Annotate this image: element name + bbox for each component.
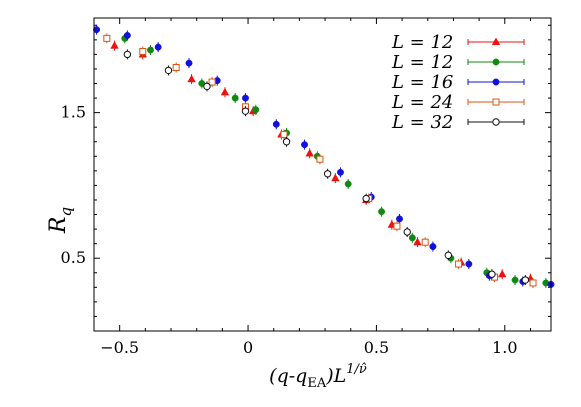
data-point xyxy=(187,74,196,83)
plot-frame xyxy=(93,17,552,332)
legend-marker xyxy=(492,118,500,126)
data-point xyxy=(203,82,211,91)
data-point xyxy=(172,63,180,71)
x-tick-label: −0.5 xyxy=(100,338,139,357)
data-point xyxy=(403,228,411,236)
y-tick-label: 1.5 xyxy=(61,103,86,122)
data-point xyxy=(396,215,403,223)
data-point xyxy=(455,260,463,268)
data-point xyxy=(280,130,288,138)
legend-label: L = 32 xyxy=(391,112,453,133)
data-point xyxy=(252,106,260,114)
x-tick-label: 0.5 xyxy=(364,338,389,357)
data-point xyxy=(331,173,340,182)
data-point xyxy=(242,94,249,102)
data-point xyxy=(344,180,352,188)
data-point xyxy=(421,238,429,246)
data-point xyxy=(139,47,147,55)
data-point xyxy=(316,155,324,163)
legend-marker xyxy=(492,98,500,106)
data-point xyxy=(465,260,473,268)
data-point xyxy=(305,148,314,157)
data-point xyxy=(337,168,344,176)
data-points xyxy=(93,24,555,290)
data-point xyxy=(241,107,250,115)
data-point xyxy=(413,237,422,246)
legend-marker xyxy=(491,37,501,46)
data-point xyxy=(220,87,230,96)
data-point xyxy=(378,208,386,216)
data-point xyxy=(393,222,401,230)
x-axis-title: (q-qEA)L1/ν̂ xyxy=(269,362,367,391)
data-point xyxy=(444,251,453,259)
data-point xyxy=(362,194,370,203)
legend-label: L = 12 xyxy=(391,52,453,73)
data-point xyxy=(185,59,193,67)
data-point xyxy=(110,41,119,49)
data-point xyxy=(123,50,132,59)
data-point xyxy=(323,170,332,178)
data-point xyxy=(408,234,416,242)
data-point xyxy=(511,276,519,284)
x-tick-label: 1.0 xyxy=(492,338,517,357)
legend-label: L = 16 xyxy=(391,72,453,93)
tick-marks xyxy=(93,18,551,331)
y-tick-label: 0.5 xyxy=(61,248,86,267)
data-point xyxy=(147,46,154,54)
data-point xyxy=(123,32,131,39)
data-point xyxy=(231,94,239,102)
legend: L = 12L = 12L = 16L = 24L = 32 xyxy=(391,32,525,133)
data-point xyxy=(93,26,101,34)
legend-label: L = 12 xyxy=(391,32,453,53)
data-point xyxy=(429,243,437,251)
data-point xyxy=(529,279,537,287)
legend-marker xyxy=(492,58,500,66)
data-point xyxy=(488,270,496,278)
data-point xyxy=(154,43,162,51)
data-point xyxy=(301,141,308,149)
data-point xyxy=(282,138,291,146)
data-point xyxy=(521,276,530,284)
data-point xyxy=(497,269,507,278)
legend-marker xyxy=(492,78,500,86)
legend-label: L = 24 xyxy=(391,92,453,113)
x-tick-label: 0 xyxy=(243,338,253,357)
data-point xyxy=(272,120,280,128)
data-point xyxy=(164,66,173,75)
tick-labels: −0.5 0 0.5 1.0 0.5 1.5 xyxy=(61,103,518,357)
data-point xyxy=(208,78,216,86)
y-axis-title: Rq xyxy=(46,207,75,234)
data-point xyxy=(103,34,111,42)
